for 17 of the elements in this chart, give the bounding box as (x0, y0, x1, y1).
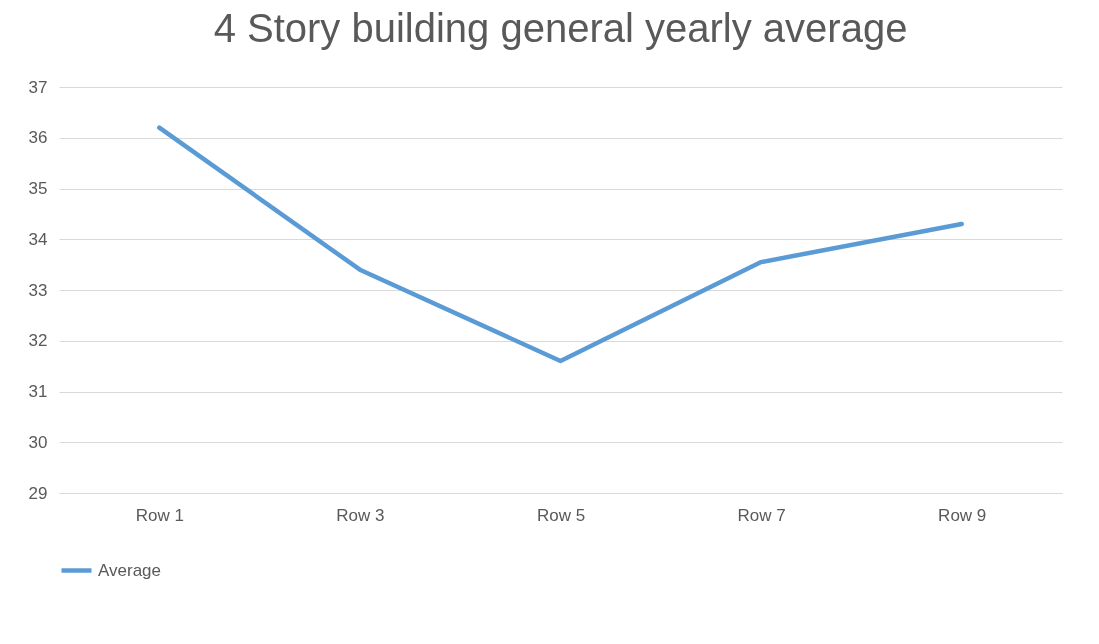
y-tick-label: 34 (28, 229, 48, 249)
x-tick-label: Row 9 (938, 505, 987, 525)
y-tick-label: 36 (28, 128, 48, 148)
y-tick-label: 37 (28, 77, 48, 97)
y-tick-label: 33 (28, 280, 48, 300)
y-tick-label: 29 (28, 483, 48, 503)
y-tick-label: 35 (28, 179, 48, 198)
x-tick-label: Row 3 (336, 505, 385, 525)
x-tick-label: Row 5 (536, 505, 586, 525)
y-tick-label: 32 (28, 331, 48, 351)
y-tick-label: 30 (28, 432, 48, 452)
x-tick-label: Row 7 (737, 505, 786, 525)
y-tick-label: 31 (28, 382, 48, 401)
x-tick-label: Row 1 (135, 505, 184, 525)
legend-label: Average (98, 560, 162, 580)
line-series (157, 125, 964, 364)
chart-title: 4 Story building general yearly average (213, 6, 908, 50)
